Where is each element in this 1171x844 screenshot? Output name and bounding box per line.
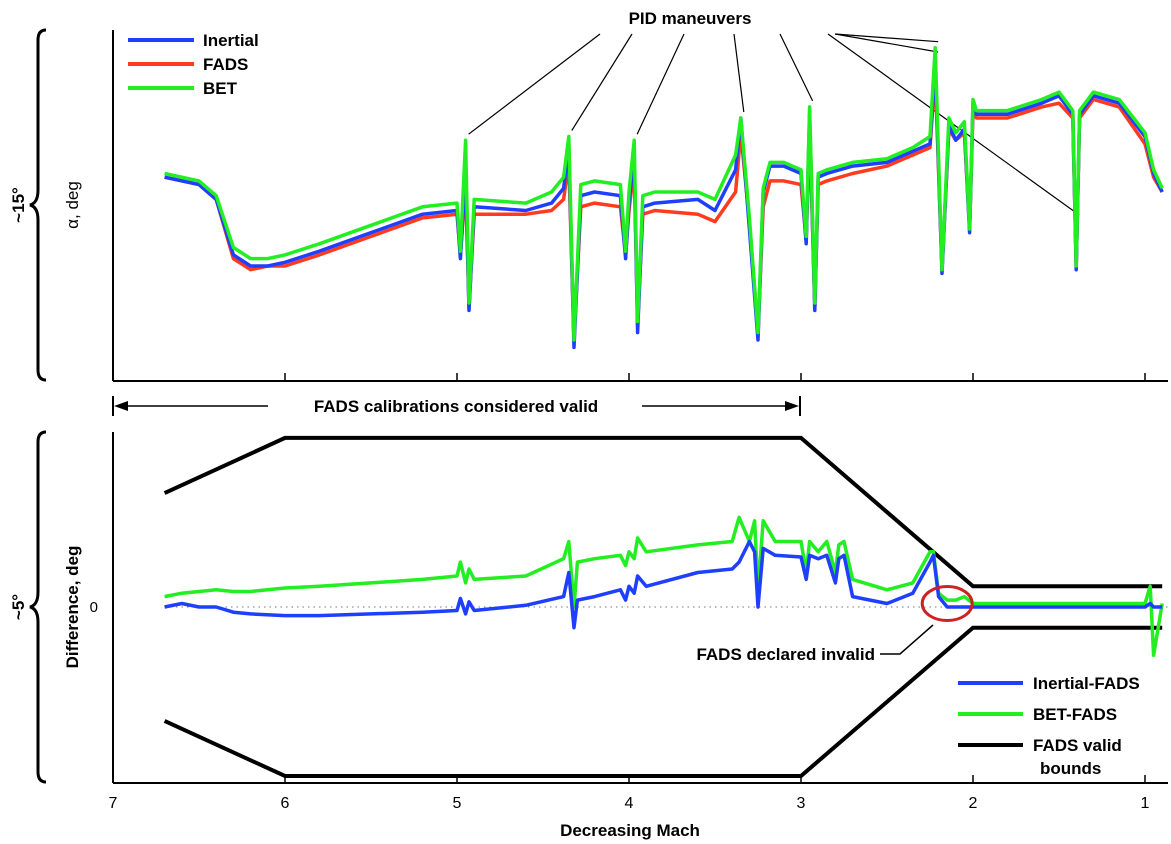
top-legend: Inertial FADS BET xyxy=(128,31,259,98)
bottom-y-tick-zero: 0 xyxy=(90,599,98,616)
x-tick-label-2: 2 xyxy=(969,795,978,812)
fads-invalid-label: FADS declared invalid xyxy=(696,645,875,664)
pid-leader-line-2 xyxy=(571,33,633,131)
pid-leader-lines xyxy=(468,33,1080,216)
pid-leader-line-3 xyxy=(636,33,685,135)
series-line-inertial-fads xyxy=(164,539,1163,630)
bottom-x-ticks: 7 6 5 4 3 2 1 xyxy=(109,775,1150,812)
legend-label-fads: FADS xyxy=(203,55,248,74)
bottom-series-group xyxy=(163,435,1164,778)
x-tick-label-1: 1 xyxy=(1141,795,1150,812)
top-y-axis-label: α, deg xyxy=(63,181,82,229)
legend-label-inertial-fads: Inertial-FADS xyxy=(1033,674,1140,693)
top-span-label: ~15° xyxy=(9,187,28,223)
valid-bound-lower xyxy=(163,625,1163,778)
bottom-x-axis-label: Decreasing Mach xyxy=(560,821,700,840)
bottom-span-brace xyxy=(29,430,47,784)
pid-leader-line-6 xyxy=(834,33,939,43)
top-panel: ~15° α, deg PID maneuvers Inertial FADS … xyxy=(9,9,1168,382)
fads-invalid-leader xyxy=(880,624,934,655)
series-line-bet-fads xyxy=(164,515,1164,658)
bottom-panel: ~5° Difference, deg 0 7 6 5 4 3 2 1 Decreasing… xyxy=(9,430,1168,840)
bottom-y-axis-label: Difference, deg xyxy=(63,546,82,669)
legend-label-valid-bounds-line1: FADS valid xyxy=(1033,736,1122,755)
valid-bound-upper xyxy=(163,435,1163,589)
pid-leader-line-1 xyxy=(468,33,601,135)
x-tick-label-7: 7 xyxy=(109,795,118,812)
pid-annotation-label: PID maneuvers xyxy=(629,9,752,28)
bottom-legend: Inertial-FADS BET-FADS FADS valid bounds xyxy=(958,674,1140,778)
pid-leader-line-8 xyxy=(834,33,939,53)
x-tick-label-4: 4 xyxy=(625,795,634,812)
series-line-bet xyxy=(164,45,1164,342)
pid-leader-line-4 xyxy=(733,33,745,113)
x-tick-label-3: 3 xyxy=(797,795,806,812)
legend-label-inertial: Inertial xyxy=(203,31,259,50)
valid-range-arrowhead-right xyxy=(785,401,799,411)
fads-invalid-circle xyxy=(920,585,974,623)
legend-label-valid-bounds-line2: bounds xyxy=(1040,759,1101,778)
top-span-brace xyxy=(29,28,47,382)
legend-label-valid-bounds: FADS valid bounds xyxy=(1033,736,1122,778)
x-tick-label-6: 6 xyxy=(281,795,290,812)
top-series-group xyxy=(164,45,1164,350)
valid-range-label: FADS calibrations considered valid xyxy=(314,397,598,416)
valid-range-arrowhead-left xyxy=(114,401,128,411)
series-line-inertial xyxy=(164,60,1164,350)
pid-leader-line-5 xyxy=(779,33,814,102)
top-x-ticks xyxy=(112,373,1146,381)
legend-label-bet: BET xyxy=(203,79,238,98)
bottom-span-label: ~5° xyxy=(9,594,28,620)
valid-range-arrow: FADS calibrations considered valid xyxy=(112,396,801,416)
x-tick-label-5: 5 xyxy=(453,795,462,812)
legend-label-bet-fads: BET-FADS xyxy=(1033,705,1117,724)
